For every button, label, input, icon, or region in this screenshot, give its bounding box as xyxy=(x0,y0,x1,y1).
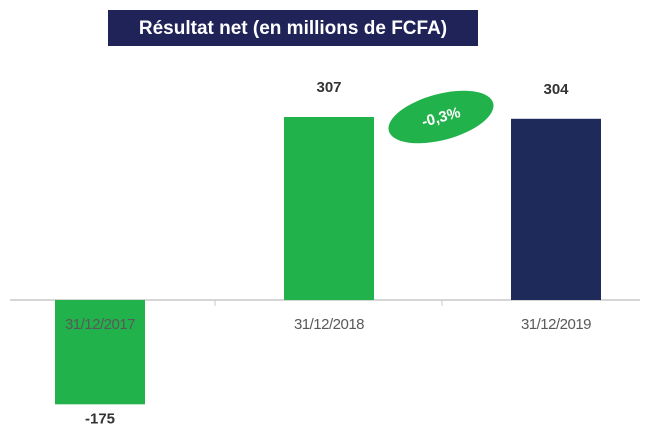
x-tick-label: 31/12/2018 xyxy=(294,316,364,333)
value-label: 307 xyxy=(316,79,341,96)
value-label: -175 xyxy=(85,410,115,427)
x-tick-label: 31/12/2017 xyxy=(65,316,135,333)
bar xyxy=(55,300,145,405)
chart-title: Résultat net (en millions de FCFA) xyxy=(139,18,447,39)
x-tick-label: 31/12/2019 xyxy=(521,316,591,333)
bar xyxy=(511,118,601,301)
value-label: 304 xyxy=(543,81,569,98)
bar xyxy=(284,117,374,300)
title-box xyxy=(108,10,478,46)
annotation-group: -0,3% xyxy=(388,90,494,144)
annotation-bubble xyxy=(388,90,494,144)
